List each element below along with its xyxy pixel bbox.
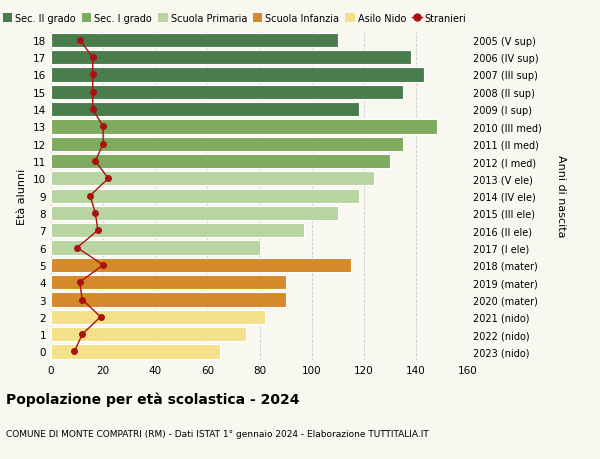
Bar <box>51 68 424 83</box>
Bar <box>51 103 359 117</box>
Text: COMUNE DI MONTE COMPATRI (RM) - Dati ISTAT 1° gennaio 2024 - Elaborazione TUTTIT: COMUNE DI MONTE COMPATRI (RM) - Dati IST… <box>6 429 429 438</box>
Bar <box>51 137 403 151</box>
Bar <box>51 34 338 48</box>
Bar <box>51 120 437 134</box>
Bar <box>51 258 351 272</box>
Bar <box>51 172 374 186</box>
Bar <box>51 189 359 203</box>
Text: Popolazione per età scolastica - 2024: Popolazione per età scolastica - 2024 <box>6 392 299 406</box>
Bar <box>51 241 260 255</box>
Bar <box>51 327 247 341</box>
Bar <box>51 310 265 324</box>
Bar <box>51 85 403 100</box>
Bar <box>51 155 390 169</box>
Y-axis label: Età alunni: Età alunni <box>17 168 28 224</box>
Bar <box>51 207 338 221</box>
Bar <box>51 224 304 238</box>
Bar <box>51 345 220 359</box>
Bar <box>51 51 410 65</box>
Bar <box>51 275 286 290</box>
Y-axis label: Anni di nascita: Anni di nascita <box>556 155 566 237</box>
Bar <box>51 293 286 307</box>
Legend: Sec. II grado, Sec. I grado, Scuola Primaria, Scuola Infanzia, Asilo Nido, Stran: Sec. II grado, Sec. I grado, Scuola Prim… <box>2 14 466 24</box>
